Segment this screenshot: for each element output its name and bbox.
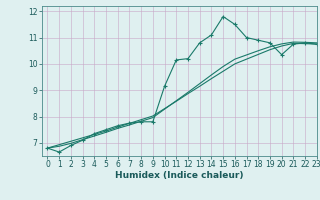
X-axis label: Humidex (Indice chaleur): Humidex (Indice chaleur) (115, 171, 244, 180)
